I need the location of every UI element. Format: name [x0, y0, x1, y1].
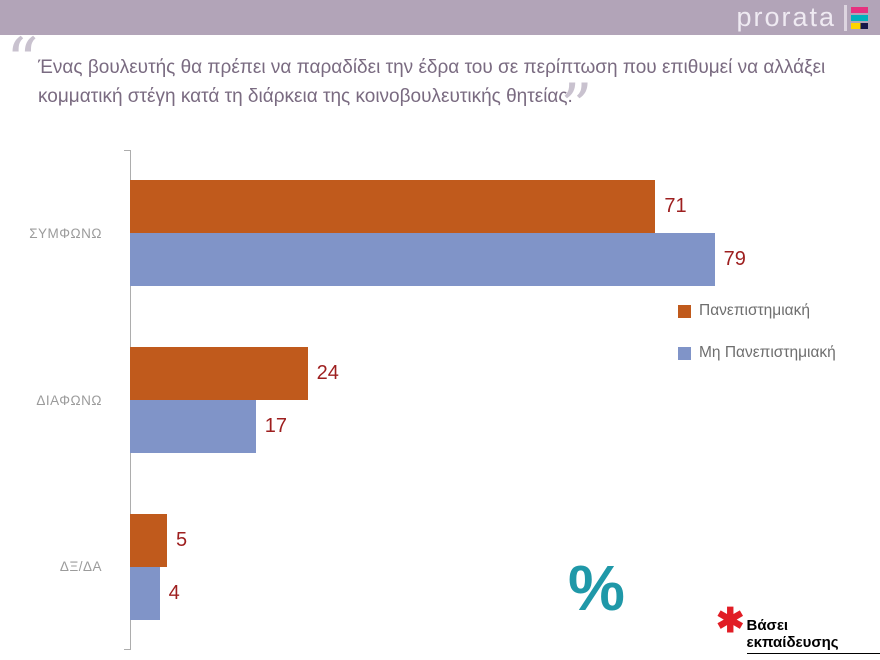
bar-mi-panepistimiaki-dxda — [130, 566, 160, 620]
percent-mark-icon: % — [568, 552, 625, 624]
legend-item-panepistimiaki: Πανεπιστημιακή — [678, 302, 836, 321]
chart-group-diafono: ΔΙΑΦΩΝΩ 24 17 — [0, 317, 880, 484]
bar-row: 4 — [130, 566, 187, 620]
footnote-text: Βάσει εκπαίδευσης — [746, 617, 880, 654]
category-label: ΔΞ/ΔΑ — [59, 559, 102, 575]
legend-item-mi-panepistimiaki: Μη Πανεπιστημιακή — [678, 344, 836, 363]
asterisk-icon: ✱ — [716, 602, 745, 640]
quote-text: Ένας βουλευτής θα πρέπει να παραδίδει τη… — [38, 53, 853, 112]
prorata-logo-icon — [844, 4, 868, 31]
bar-value-label: 79 — [723, 248, 746, 271]
bar-row: 79 — [130, 233, 746, 287]
bar-chart: ΣΥΜΦΩΝΩ 71 79 ΔΙΑΦΩΝΩ 24 — [0, 150, 880, 650]
chart-group-symfono: ΣΥΜΦΩΝΩ 71 79 — [0, 150, 880, 317]
chart-legend: Πανεπιστημιακή Μη Πανεπιστημιακή — [678, 302, 836, 385]
legend-label: Μη Πανεπιστημιακή — [699, 343, 836, 361]
legend-label: Πανεπιστημιακή — [699, 302, 810, 319]
bar-stack: 24 17 — [130, 347, 339, 453]
bar-row: 17 — [130, 400, 339, 453]
bar-stack: 5 4 — [130, 513, 188, 620]
bar-row: 5 — [130, 513, 188, 567]
bar-value-label: 4 — [168, 581, 180, 604]
bar-panepistimiaki-diafono — [130, 347, 308, 400]
bar-stack: 71 79 — [130, 180, 746, 287]
bar-value-label: 17 — [264, 415, 288, 437]
open-quote-icon: “ — [6, 25, 39, 99]
bar-value-label: 24 — [316, 362, 339, 384]
quote-line2: κομματική στέγη κατά τη διάρκεια της κοι… — [38, 86, 573, 108]
bar-panepistimiaki-symfono — [130, 180, 656, 234]
header-bar: prorata — [0, 0, 880, 35]
logo-divider — [844, 4, 847, 31]
category-label: ΣΥΜΦΩΝΩ — [29, 225, 102, 241]
prorata-logo: prorata — [736, 2, 868, 33]
bar-value-label: 71 — [664, 195, 687, 218]
bar-value-label: 5 — [176, 528, 188, 551]
axis-tick-top — [124, 150, 131, 151]
axis-tick-bottom — [124, 649, 131, 650]
category-label: ΔΙΑΦΩΝΩ — [36, 392, 102, 408]
bar-row: 24 — [130, 347, 339, 400]
bar-row: 71 — [130, 180, 746, 234]
bar-panepistimiaki-dxda — [130, 513, 167, 567]
logo-stripes-icon — [851, 6, 868, 29]
bar-mi-panepistimiaki-symfono — [130, 233, 715, 287]
legend-swatch-orange — [678, 305, 691, 318]
bar-mi-panepistimiaki-diafono — [130, 400, 256, 453]
chart-group-dxda: ΔΞ/ΔΑ 5 4 — [0, 483, 880, 650]
close-quote-icon: ” — [560, 71, 593, 145]
legend-swatch-blue — [678, 346, 691, 360]
logo-text: prorata — [736, 2, 836, 32]
quote-line1: Ένας βουλευτής θα πρέπει να παραδίδει τη… — [38, 57, 826, 78]
footnote: ✱ Βάσει εκπαίδευσης — [716, 604, 880, 654]
